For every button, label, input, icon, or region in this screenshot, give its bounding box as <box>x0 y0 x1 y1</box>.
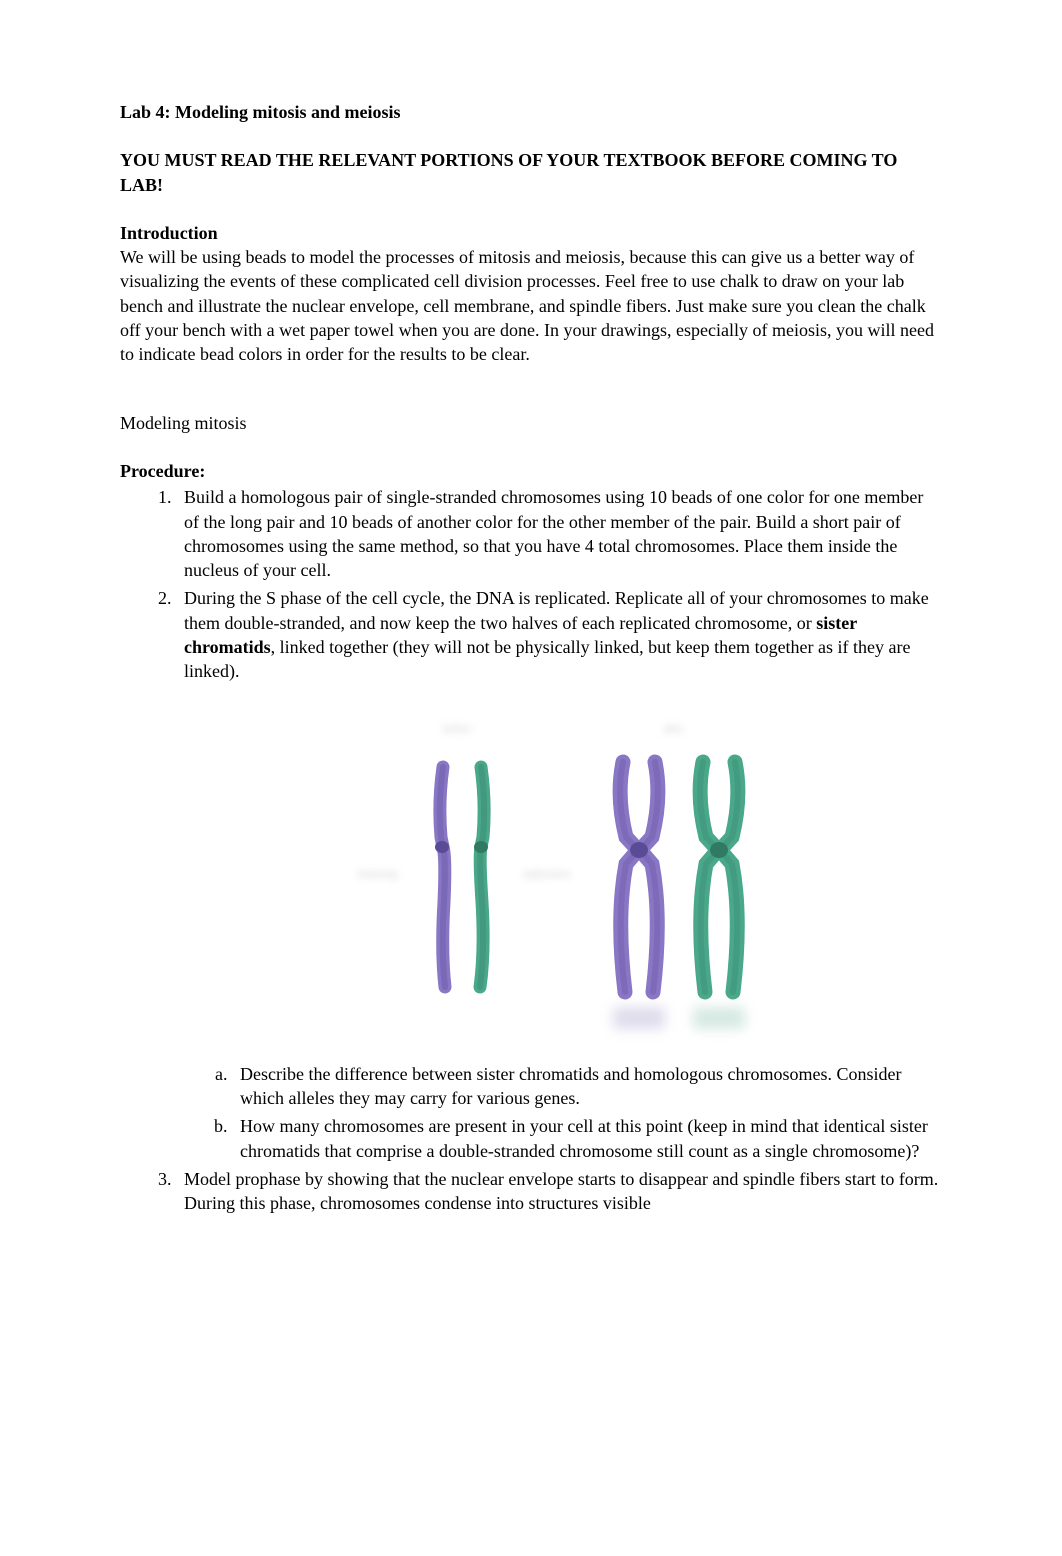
chromosome-svg: before after homolog replication <box>343 702 783 1052</box>
procedure-list: Build a homologous pair of single-strand… <box>176 485 942 1215</box>
diagram-bottom-labels <box>613 1007 745 1029</box>
procedure-item-2: During the S phase of the cell cycle, th… <box>176 586 942 1162</box>
lab-title: Lab 4: Modeling mitosis and meiosis <box>120 100 942 124</box>
modeling-heading: Modeling mitosis <box>120 411 942 435</box>
read-notice: YOU MUST READ THE RELEVANT PORTIONS OF Y… <box>120 148 942 197</box>
procedure-item-1-text: Build a homologous pair of single-strand… <box>184 487 923 580</box>
intro-body: We will be using beads to model the proc… <box>120 245 942 366</box>
procedure-2-subitem-b-text: How many chromosomes are present in your… <box>240 1116 928 1160</box>
chromosome-single-purple <box>435 767 449 987</box>
procedure-item-3: Model prophase by showing that the nucle… <box>176 1167 942 1216</box>
procedure-2-subitem-a-text: Describe the difference between sister c… <box>240 1064 902 1108</box>
procedure-2-subitems: Describe the difference between sister c… <box>232 1062 942 1163</box>
diagram-label-after: after <box>663 723 683 735</box>
chromosome-diagram: before after homolog replication <box>343 702 783 1052</box>
procedure-item-1: Build a homologous pair of single-strand… <box>176 485 942 582</box>
diagram-label-replication: replication <box>523 868 571 880</box>
procedure-heading: Procedure: <box>120 459 942 483</box>
procedure-item-2-after: , linked together (they will not be phys… <box>184 637 911 681</box>
diagram-label-homologous: homolog <box>358 868 398 880</box>
chromosome-double-purple <box>620 762 658 992</box>
intro-heading: Introduction <box>120 221 942 245</box>
procedure-2-subitem-a: Describe the difference between sister c… <box>232 1062 942 1111</box>
chromosome-double-green <box>700 762 738 992</box>
procedure-2-subitem-b: How many chromosomes are present in your… <box>232 1114 942 1163</box>
diagram-label-before: before <box>443 723 471 735</box>
chromosome-single-green <box>474 767 488 987</box>
procedure-item-3-text: Model prophase by showing that the nucle… <box>184 1169 938 1213</box>
